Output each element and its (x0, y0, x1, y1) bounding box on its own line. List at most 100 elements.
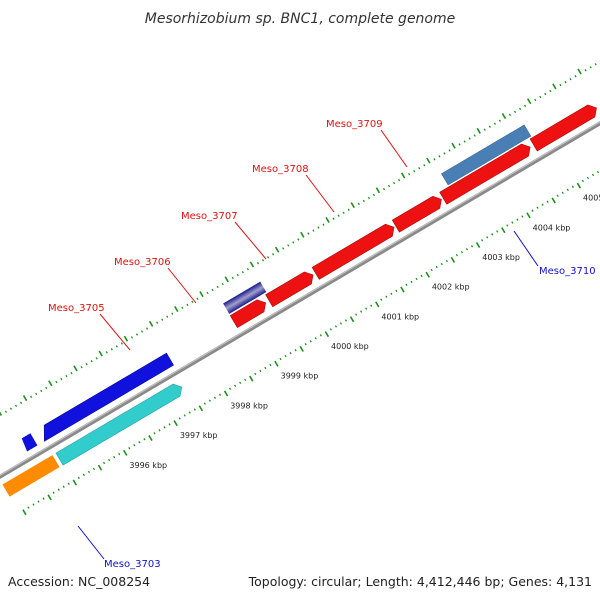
major-tick (324, 331, 330, 338)
minor-tick (408, 172, 411, 176)
map-title: Mesorhizobium sp. BNC1, complete genome (145, 11, 456, 27)
minor-tick (143, 438, 146, 441)
gene-label-meso-3709[interactable]: Meso_3709 (326, 119, 383, 130)
navy-gray-gene (223, 281, 267, 314)
major-tick (577, 68, 582, 75)
minor-tick (62, 485, 65, 488)
minor-tick (344, 319, 348, 322)
minor-tick (463, 140, 466, 143)
minor-tick (317, 226, 320, 229)
minor-tick (77, 476, 80, 480)
leader-meso-3709 (380, 129, 408, 168)
minor-tick (128, 446, 131, 450)
minor-tick (511, 221, 514, 224)
minor-tick (516, 218, 519, 221)
gene-label-meso-3707[interactable]: Meso_3707 (181, 211, 238, 222)
minor-tick (496, 230, 499, 233)
minor-tick (90, 360, 93, 363)
minor-tick (561, 191, 564, 195)
minor-tick (60, 377, 63, 381)
gene-label-meso-3703[interactable]: Meso_3703 (104, 559, 161, 570)
minor-tick (362, 199, 365, 203)
minor-tick (259, 369, 262, 373)
minor-tick (559, 83, 562, 87)
scale-tick-label: 4002 kbp (432, 283, 470, 292)
minor-tick (45, 386, 48, 390)
scale-tick-label: 3996 kbp (129, 461, 167, 470)
leader-meso-3706 (167, 267, 197, 304)
minor-tick (42, 497, 45, 500)
major-tick (224, 276, 229, 283)
minor-tick (304, 343, 307, 346)
major-tick (552, 83, 557, 90)
gene-label-meso-3710[interactable]: Meso_3710 (539, 266, 596, 277)
leader-meso-3705 (99, 313, 131, 351)
minor-tick (4, 410, 8, 413)
red-gene-2 (265, 271, 314, 308)
minor-tick (491, 233, 494, 236)
gene-label-meso-3708[interactable]: Meso_3708 (252, 164, 309, 175)
minor-tick (9, 407, 13, 410)
major-tick (0, 409, 3, 416)
minor-tick (423, 164, 426, 167)
minor-tick (488, 125, 491, 128)
minor-tick (591, 173, 595, 177)
minor-tick (589, 66, 592, 69)
scale-tick-label: 4000 kbp (331, 342, 369, 351)
minor-tick (20, 401, 23, 404)
leader-meso-3703 (77, 525, 105, 560)
minor-tick (536, 206, 539, 209)
minor-tick (574, 74, 577, 78)
major-tick (476, 127, 481, 134)
minor-tick (105, 351, 108, 354)
minor-tick (448, 149, 451, 152)
minor-tick (161, 318, 164, 321)
minor-tick (309, 340, 312, 343)
minor-tick (92, 467, 96, 471)
minor-tick (32, 503, 35, 506)
minor-tick (458, 143, 461, 146)
minor-tick (108, 458, 111, 462)
gene-label-meso-3706[interactable]: Meso_3706 (114, 257, 171, 268)
red-gene-4 (391, 196, 442, 233)
major-tick (22, 509, 27, 516)
minor-tick (196, 297, 199, 301)
minor-tick (339, 322, 343, 325)
scale-tick-label: 4001 kbp (381, 312, 419, 321)
minor-tick (506, 224, 509, 227)
minor-tick (163, 426, 166, 429)
minor-tick (370, 304, 373, 307)
outer-tick-ring (0, 60, 600, 416)
major-tick (48, 380, 53, 387)
minor-tick (360, 310, 363, 313)
major-tick (501, 113, 507, 120)
minor-tick (405, 283, 408, 287)
scale-tick-label: 4005 kbp (583, 194, 600, 203)
minor-tick (266, 256, 270, 259)
topology-text: Topology: circular; Length: 4,412,446 bp… (248, 574, 592, 589)
minor-tick (395, 289, 398, 292)
minor-tick (168, 423, 171, 426)
minor-tick (584, 69, 587, 72)
minor-tick (138, 441, 141, 444)
minor-tick (420, 274, 423, 278)
major-tick (325, 216, 330, 223)
minor-tick (493, 122, 496, 125)
gene-label-meso-3705[interactable]: Meso_3705 (48, 303, 105, 314)
minor-tick (438, 155, 441, 158)
minor-tick (186, 303, 189, 306)
minor-tick (272, 253, 275, 256)
minor-tick (415, 277, 418, 281)
red-gene-5 (439, 143, 531, 205)
red-gene-6 (529, 104, 597, 152)
minor-tick (355, 313, 358, 316)
major-tick (198, 405, 204, 412)
minor-tick (549, 89, 552, 93)
minor-tick (498, 119, 501, 122)
minor-tick (244, 378, 247, 382)
minor-tick (133, 443, 136, 447)
minor-tick (229, 387, 232, 390)
minor-tick (130, 336, 134, 339)
red-gene-1 (229, 299, 266, 328)
